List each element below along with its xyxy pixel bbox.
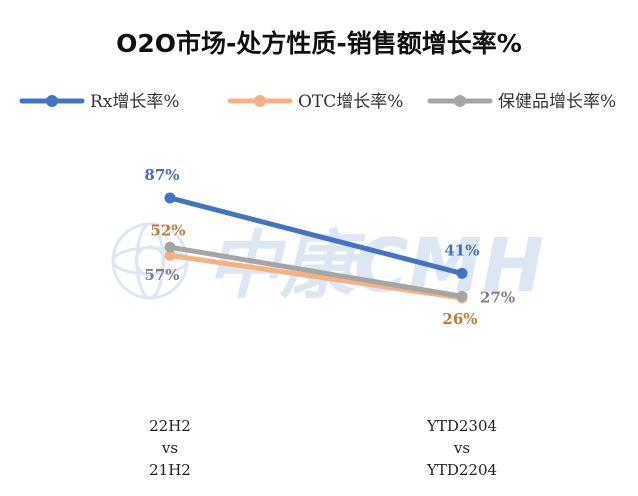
legend-marker-2 [454,95,466,107]
watermark-text: 中康CMH [206,223,544,309]
series-line-0 [167,195,465,276]
series-lines [164,192,468,304]
data-label-2-1: 27% [480,288,515,306]
x-tick-label-0-0: 22H2 [149,417,191,435]
series-point-1-0 [164,249,176,261]
watermark-logo-icon [111,222,189,300]
series-line-1 [167,252,465,301]
data-label-2-0: 57% [144,266,179,284]
series-point-0-1 [456,267,468,279]
data-labels: 87% 41% 52% 26% 57% 27% [144,166,515,328]
watermark: 中康CMH [111,222,544,309]
legend: Rx增长率% OTC增长率% 保健品增长率% [19,92,616,112]
series-line-2 [167,244,465,299]
series-point-2-0 [164,241,176,253]
x-axis-tick-labels: 22H2 vs 21H2 YTD2304 vs YTD2204 [149,417,497,479]
series-point-0-0 [164,192,176,204]
legend-marker-1 [254,95,266,107]
x-tick-label-1-1: vs [453,439,470,457]
x-tick-label-1-0: YTD2304 [426,417,497,435]
legend-label-0: Rx增长率% [90,92,180,112]
data-label-1-1: 26% [442,310,477,328]
x-tick-label-1-2: YTD2204 [426,461,497,479]
x-tick-label-0-1: vs [161,439,178,457]
data-label-0-1: 41% [444,241,479,259]
chart-title: O2O市场-处方性质-销售额增长率% [116,29,522,58]
data-label-0-0: 87% [144,166,179,184]
x-tick-label-0-2: 21H2 [149,461,191,479]
legend-label-1: OTC增长率% [298,92,403,112]
legend-label-2: 保健品增长率% [498,92,616,112]
legend-marker-0 [46,95,58,107]
series-point-2-1 [456,290,468,302]
data-label-1-0: 52% [150,221,185,239]
